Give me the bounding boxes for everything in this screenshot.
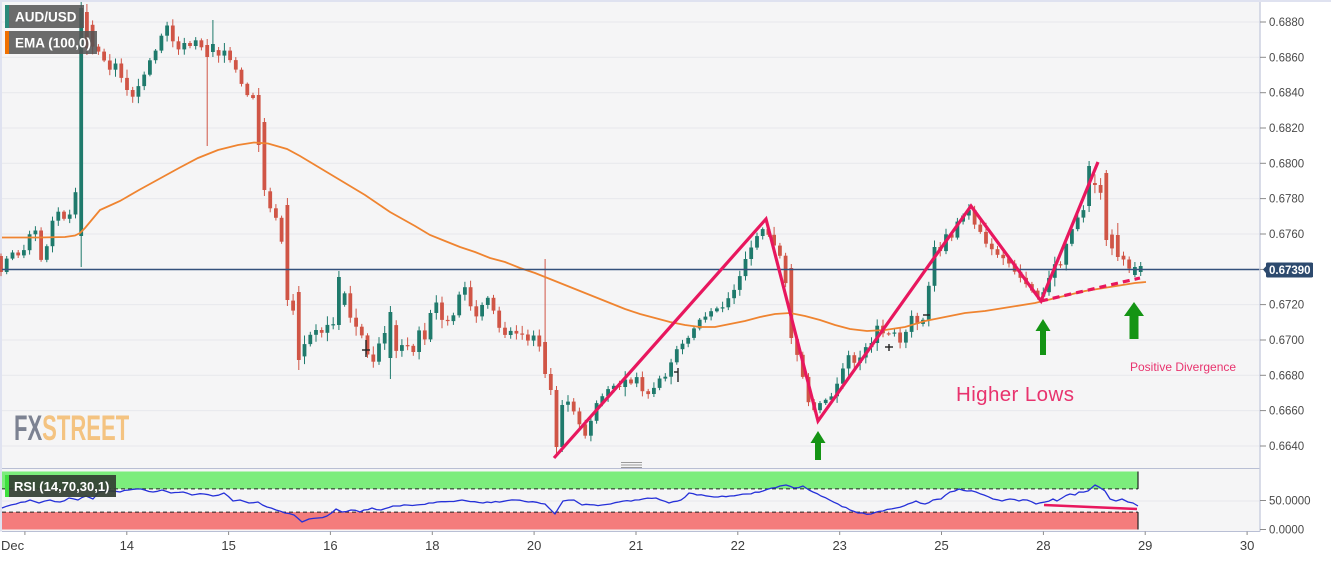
svg-text:21: 21 [629, 538, 643, 553]
svg-text:0.6680: 0.6680 [1269, 370, 1304, 382]
svg-text:0.6840: 0.6840 [1269, 88, 1304, 100]
svg-text:0.6720: 0.6720 [1269, 300, 1304, 312]
svg-text:0.6640: 0.6640 [1269, 441, 1304, 453]
svg-text:25: 25 [934, 538, 948, 553]
svg-text:0.6660: 0.6660 [1269, 406, 1304, 418]
svg-text:30: 30 [1240, 538, 1254, 553]
svg-text:15: 15 [221, 538, 235, 553]
svg-text:0.6760: 0.6760 [1269, 229, 1304, 241]
svg-text:Higher Lows: Higher Lows [956, 383, 1074, 406]
svg-text:20: 20 [527, 538, 541, 553]
svg-text:0.6800: 0.6800 [1269, 158, 1304, 170]
svg-text:14: 14 [120, 538, 134, 553]
svg-text:FXSTREET: FXSTREET [14, 410, 129, 448]
svg-text:0.6860: 0.6860 [1269, 52, 1304, 64]
svg-text:16: 16 [323, 538, 337, 553]
svg-text:EMA (100,0): EMA (100,0) [15, 36, 91, 51]
svg-text:0.6700: 0.6700 [1269, 335, 1304, 347]
svg-text:0.67390: 0.67390 [1269, 265, 1311, 277]
svg-text:18: 18 [425, 538, 439, 553]
svg-text:23: 23 [832, 538, 846, 553]
svg-text:50.0000: 50.0000 [1269, 496, 1311, 508]
svg-text:28: 28 [1036, 538, 1050, 553]
svg-text:Dec: Dec [1, 538, 25, 553]
svg-text:0.6880: 0.6880 [1269, 17, 1304, 29]
svg-text:AUD/USD: AUD/USD [15, 10, 77, 25]
svg-text:22: 22 [731, 538, 745, 553]
svg-text:0.6780: 0.6780 [1269, 194, 1304, 206]
svg-text:0.6820: 0.6820 [1269, 123, 1304, 135]
svg-text:RSI (14,70,30,1): RSI (14,70,30,1) [14, 479, 109, 494]
svg-text:0.0000: 0.0000 [1269, 525, 1304, 537]
svg-text:Positive Divergence: Positive Divergence [1130, 360, 1236, 374]
svg-text:29: 29 [1138, 538, 1152, 553]
